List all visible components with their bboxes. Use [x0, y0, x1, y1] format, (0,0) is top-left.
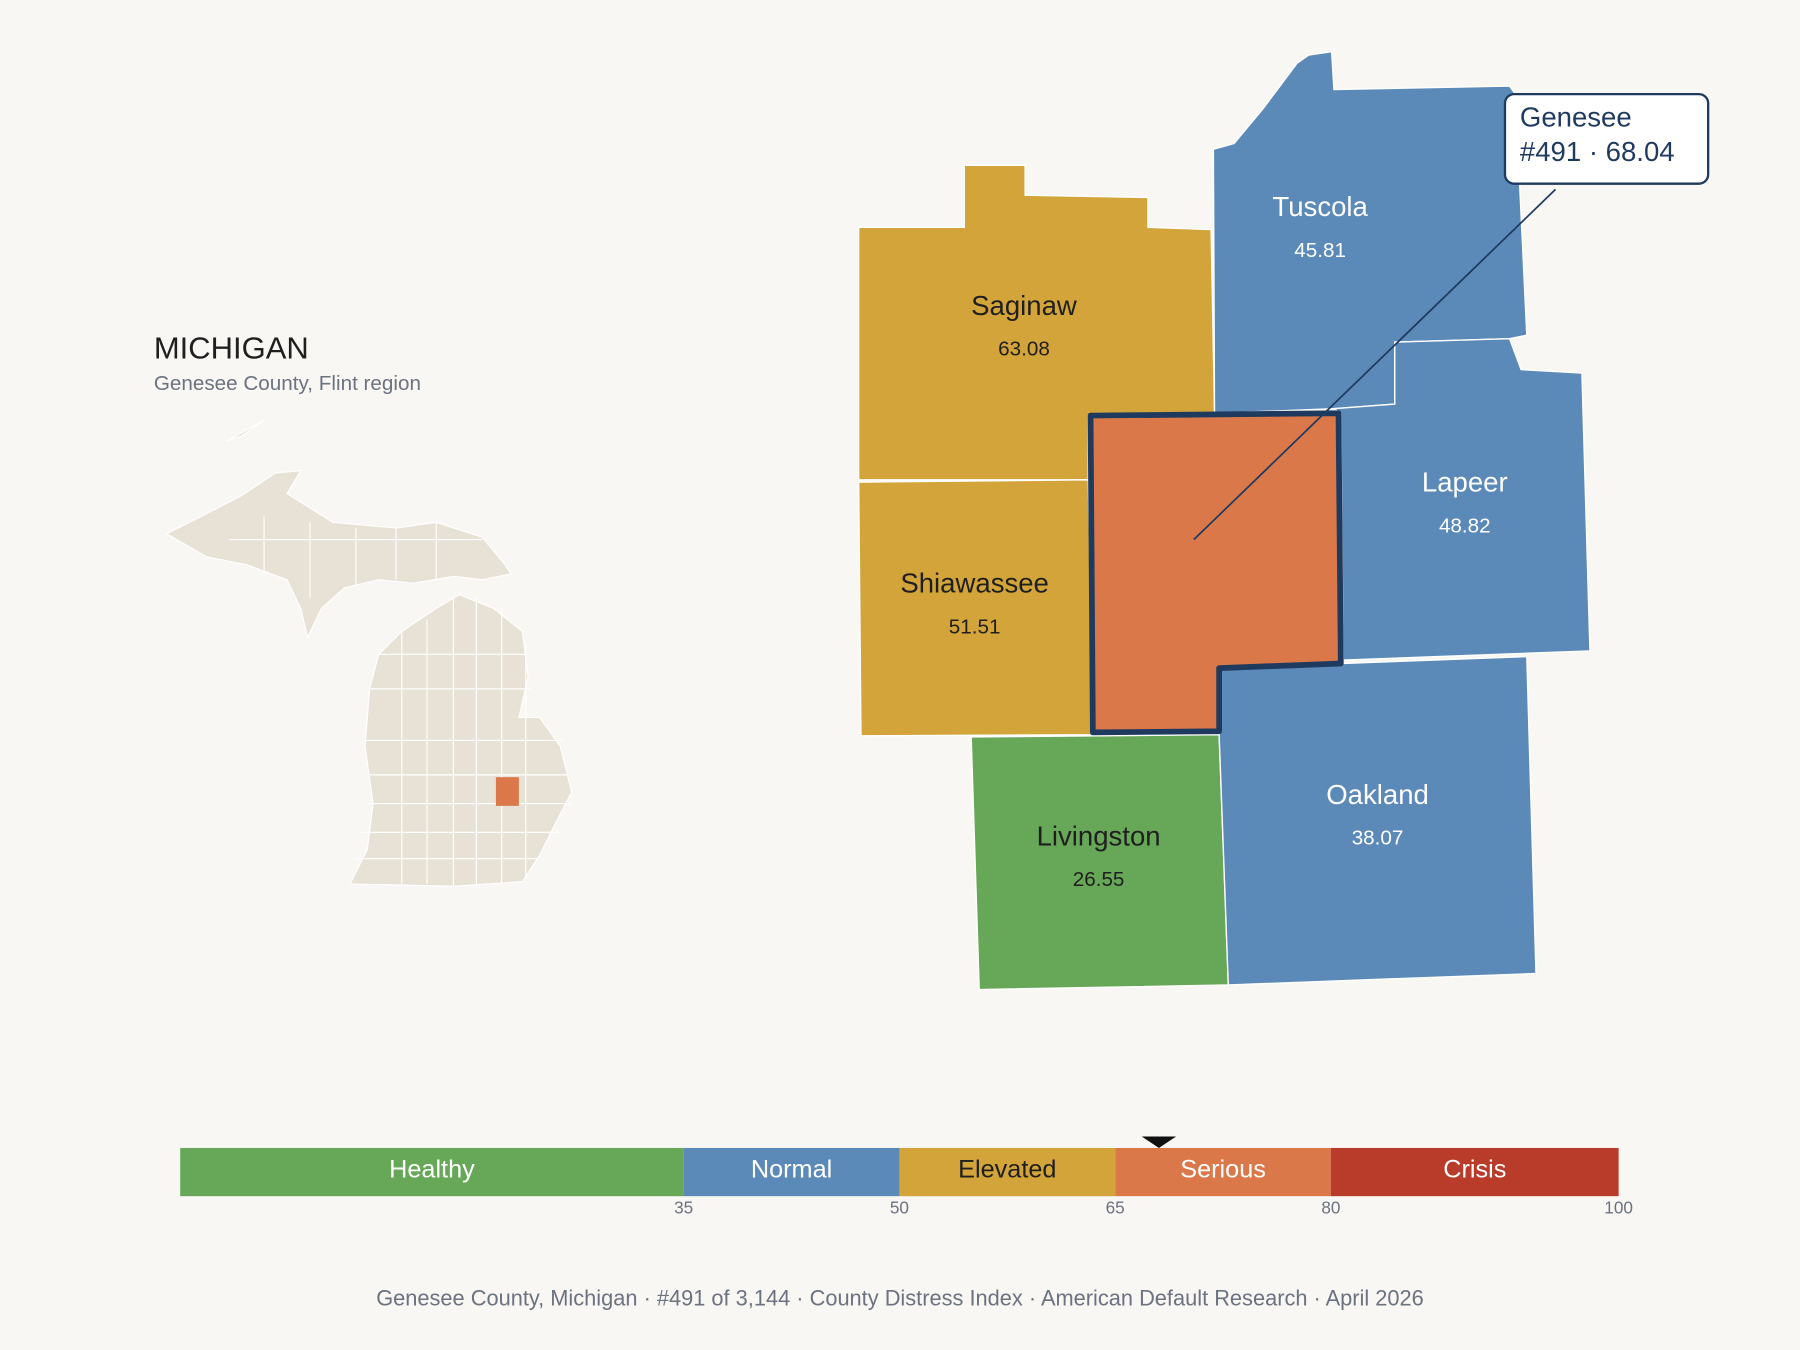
legend-label: Normal: [751, 1156, 832, 1184]
county[interactable]: [1331, 337, 1591, 661]
legend-tick: 100: [1604, 1197, 1633, 1217]
selected-county[interactable]: [1087, 410, 1344, 736]
county-score: 63.08: [998, 338, 1050, 361]
callout-title: Genesee: [1520, 102, 1632, 133]
legend-band: [180, 1147, 684, 1197]
legend-tick: 35: [674, 1197, 693, 1217]
legend-label: Elevated: [958, 1156, 1056, 1184]
legend-tick: 65: [1106, 1197, 1125, 1217]
county-score: 51.51: [949, 615, 1001, 638]
legend-label: Healthy: [389, 1156, 475, 1184]
county[interactable]: [1218, 655, 1537, 986]
legend: Healthy 35 Normal 50 Elevated 65 Serious 80 Cris…: [180, 1136, 1633, 1217]
legend-band: [683, 1147, 900, 1197]
county-name: Lapeer: [1422, 467, 1508, 498]
county[interactable]: [857, 479, 1094, 737]
score-marker: [1141, 1136, 1177, 1148]
county-name: Tuscola: [1272, 191, 1368, 222]
legend-label: Serious: [1180, 1156, 1266, 1184]
inset-highlight: [495, 777, 519, 806]
county-score: 26.55: [1073, 868, 1125, 891]
state-inset: [165, 419, 573, 887]
callout-leader: [1193, 188, 1557, 541]
county-score: 48.82: [1439, 514, 1491, 537]
legend-tick: 50: [890, 1197, 909, 1217]
footer: Genesee County, Michigan · #491 of 3,144…: [376, 1285, 1424, 1310]
callout-box: [1503, 92, 1710, 185]
county[interactable]: [970, 733, 1230, 991]
callout-label: #491 · 68.04: [1520, 136, 1675, 167]
county-name: Shiawassee: [900, 568, 1049, 599]
counties: Saginaw 63.08 Tuscola 45.81 Lapeer 48.82 Shiaw…: [857, 50, 1591, 991]
county-name: Saginaw: [971, 290, 1077, 321]
legend-label: Crisis: [1443, 1156, 1506, 1184]
legend-band: [1330, 1147, 1619, 1197]
subtitle: Genesee County, Flint region: [154, 372, 421, 395]
legend-tick: 80: [1321, 1197, 1340, 1217]
county-name: Oakland: [1326, 779, 1429, 810]
county-score: 38.07: [1352, 827, 1404, 850]
county-name: Livingston: [1037, 820, 1161, 851]
legend-band: [899, 1147, 1116, 1197]
county-score: 45.81: [1294, 239, 1346, 262]
legend-band: [1115, 1147, 1331, 1197]
title: MICHIGAN: [154, 330, 309, 365]
